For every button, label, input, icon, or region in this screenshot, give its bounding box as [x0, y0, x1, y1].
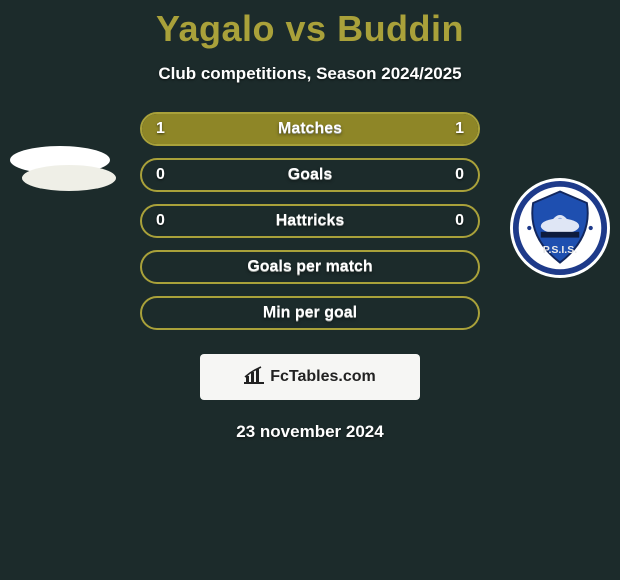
stat-label: Min per goal [263, 304, 357, 322]
ellipse-icon [22, 165, 116, 191]
brand-text: FcTables.com [270, 368, 376, 386]
date-text: 23 november 2024 [0, 422, 620, 442]
club-a-mark [10, 110, 110, 210]
page-title: Yagalo vs Buddin [0, 0, 620, 50]
subtitle: Club competitions, Season 2024/2025 [0, 64, 620, 84]
stat-left: 1 [156, 120, 165, 138]
stat-matches: 1 Matches 1 [140, 112, 480, 146]
stat-right: 1 [455, 120, 464, 138]
stat-label: Matches [278, 120, 342, 138]
stat-right: 0 [455, 212, 464, 230]
brand-badge[interactable]: FcTables.com [200, 354, 420, 400]
club-a-mark-2 [22, 165, 116, 191]
svg-text:P.S.I.S.: P.S.I.S. [543, 244, 577, 256]
stat-right: 0 [455, 166, 464, 184]
stat-label: Goals [288, 166, 332, 184]
psis-badge-icon: P.S.I.S. [512, 180, 608, 276]
stat-goals-per-match: Goals per match [140, 250, 480, 284]
stat-label: Goals per match [247, 258, 372, 276]
stat-hattricks: 0 Hattricks 0 [140, 204, 480, 238]
stat-left: 0 [156, 212, 165, 230]
stat-min-per-goal: Min per goal [140, 296, 480, 330]
stat-label: Hattricks [276, 212, 344, 230]
chart-icon [244, 366, 264, 389]
club-b-badge: P.S.I.S. [510, 178, 610, 278]
stat-goals: 0 Goals 0 [140, 158, 480, 192]
stat-left: 0 [156, 166, 165, 184]
